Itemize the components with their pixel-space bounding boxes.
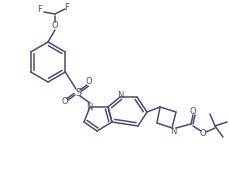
Text: F: F <box>37 6 42 14</box>
Text: S: S <box>75 88 81 98</box>
Text: N: N <box>169 127 175 135</box>
Text: O: O <box>189 106 196 116</box>
Text: N: N <box>116 91 123 101</box>
Text: F: F <box>64 2 69 12</box>
Text: O: O <box>52 22 58 30</box>
Text: O: O <box>85 77 92 87</box>
Text: O: O <box>61 98 68 106</box>
Text: O: O <box>199 129 205 137</box>
Text: N: N <box>85 103 92 111</box>
